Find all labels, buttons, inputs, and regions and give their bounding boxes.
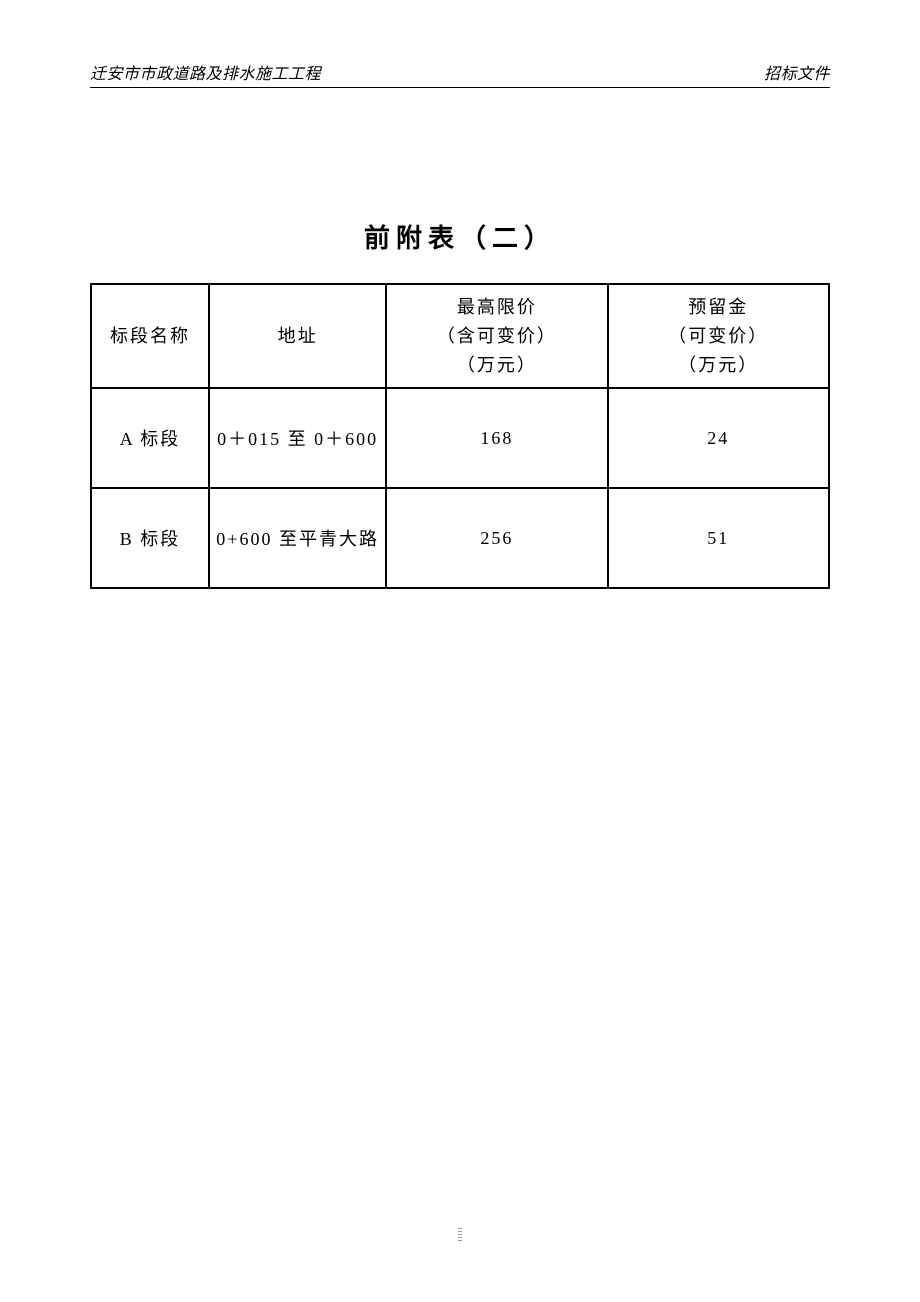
header-left-text: 迁安市市政道路及排水施工工程 (90, 60, 321, 84)
sections-table: 标段名称 地址 最高限价 （含可变价） （万元） 预留金 （可变价） （万元） (90, 283, 830, 589)
page-title: 前附表（二） (90, 218, 830, 255)
cell-reserve: 24 (608, 388, 829, 488)
column-header-reserve: 预留金 （可变价） （万元） (608, 284, 829, 388)
header-right-text: 招标文件 (764, 60, 830, 84)
cell-section-name: B 标段 (91, 488, 209, 588)
page-header: 迁安市市政道路及排水施工工程 招标文件 (90, 60, 830, 88)
table-row: B 标段 0+600 至平青大路 256 51 (91, 488, 829, 588)
cell-address: 0+600 至平青大路 (209, 488, 386, 588)
cell-max-price: 256 (386, 488, 607, 588)
page-footer (0, 1228, 920, 1247)
page-number-mark (458, 1228, 462, 1242)
table-row: A 标段 0＋015 至 0＋600 168 24 (91, 388, 829, 488)
cell-address: 0＋015 至 0＋600 (209, 388, 386, 488)
column-header-section-name: 标段名称 (91, 284, 209, 388)
column-header-max-price: 最高限价 （含可变价） （万元） (386, 284, 607, 388)
cell-max-price: 168 (386, 388, 607, 488)
cell-section-name: A 标段 (91, 388, 209, 488)
column-header-address: 地址 (209, 284, 386, 388)
cell-reserve: 51 (608, 488, 829, 588)
table-header-row: 标段名称 地址 最高限价 （含可变价） （万元） 预留金 （可变价） （万元） (91, 284, 829, 388)
page-container: 迁安市市政道路及排水施工工程 招标文件 前附表（二） 标段名称 地址 最高限价 … (0, 0, 920, 1302)
